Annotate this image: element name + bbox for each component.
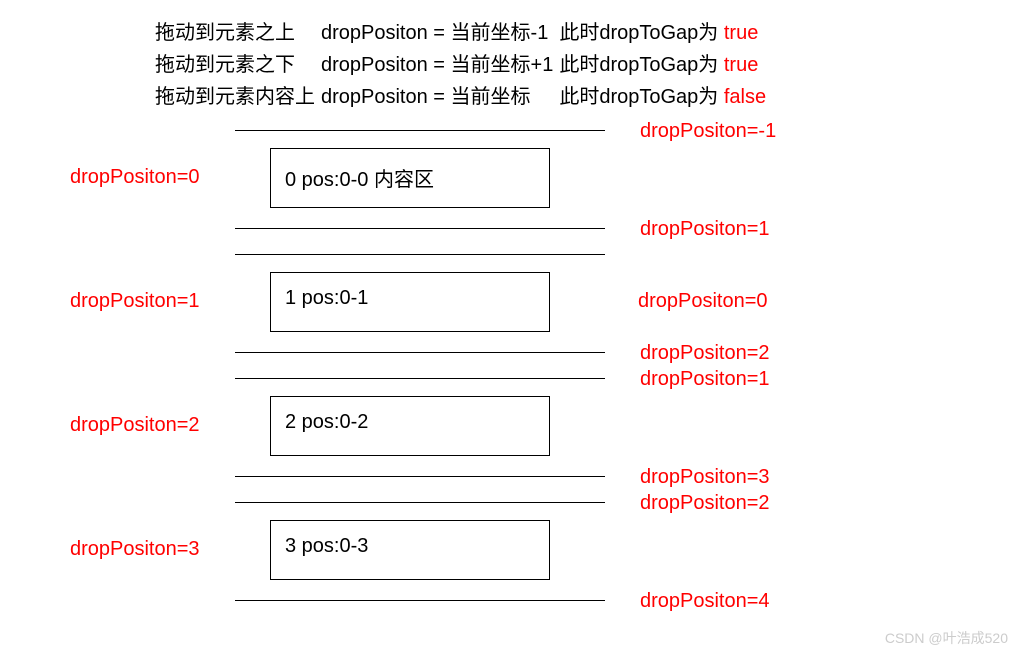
diagram-row: dropPositon=3 3 pos:0-3 dropPositon=2 dr…: [0, 502, 1020, 626]
header-cell: 此时dropToGap为 true: [559, 50, 772, 82]
gap-line-top: [235, 378, 605, 379]
diagram-row: dropPositon=2 2 pos:0-2 dropPositon=1 dr…: [0, 378, 1020, 502]
node-box: 3 pos:0-3: [270, 520, 550, 580]
header-cell: dropPositon = 当前坐标: [321, 82, 559, 114]
header-row: 拖动到元素之上 dropPositon = 当前坐标-1 此时dropToGap…: [155, 18, 772, 50]
gap-line-top: [235, 254, 605, 255]
left-position-label: dropPositon=3: [70, 538, 200, 561]
right-position-label: dropPositon=4: [640, 590, 770, 613]
header-table: 拖动到元素之上 dropPositon = 当前坐标-1 此时dropToGap…: [155, 18, 772, 114]
header-cell: 拖动到元素之上: [155, 18, 321, 50]
gap-line-top: [235, 130, 605, 131]
header-bool: true: [724, 22, 758, 44]
diagram-area: dropPositon=0 0 pos:0-0 内容区 dropPositon=…: [0, 130, 1020, 626]
header-explanation: 拖动到元素之上 dropPositon = 当前坐标-1 此时dropToGap…: [155, 18, 772, 114]
header-cell: 此时dropToGap为 false: [559, 82, 772, 114]
diagram-row: dropPositon=0 0 pos:0-0 内容区 dropPositon=…: [0, 130, 1020, 254]
gap-line-bottom: [235, 476, 605, 477]
gap-line-bottom: [235, 352, 605, 353]
header-cell: dropPositon = 当前坐标-1: [321, 18, 559, 50]
header-cell: 拖动到元素之下: [155, 50, 321, 82]
right-position-label: dropPositon=-1: [640, 120, 776, 143]
node-box: 1 pos:0-1: [270, 272, 550, 332]
right-position-label: dropPositon=2: [640, 342, 770, 365]
gap-line-bottom: [235, 600, 605, 601]
header-cell: 拖动到元素内容上: [155, 82, 321, 114]
header-cell: dropPositon = 当前坐标+1: [321, 50, 559, 82]
node-box: 2 pos:0-2: [270, 396, 550, 456]
header-text: 此时dropToGap为: [559, 22, 718, 44]
watermark-text: CSDN @叶浩成520: [885, 628, 1008, 648]
header-row: 拖动到元素之下 dropPositon = 当前坐标+1 此时dropToGap…: [155, 50, 772, 82]
right-position-label: dropPositon=1: [640, 218, 770, 241]
diagram-row: dropPositon=1 1 pos:0-1 dropPositon=0 dr…: [0, 254, 1020, 378]
left-position-label: dropPositon=2: [70, 414, 200, 437]
header-text: 此时dropToGap为: [559, 54, 718, 76]
node-box: 0 pos:0-0 内容区: [270, 148, 550, 208]
header-bool: true: [724, 54, 758, 76]
left-position-label: dropPositon=1: [70, 290, 200, 313]
header-bool: false: [724, 86, 766, 108]
right-position-label: dropPositon=1: [640, 368, 770, 391]
gap-line-bottom: [235, 228, 605, 229]
right-position-label: dropPositon=3: [640, 466, 770, 489]
header-cell: 此时dropToGap为 true: [559, 18, 772, 50]
gap-line-top: [235, 502, 605, 503]
header-text: 此时dropToGap为: [559, 86, 718, 108]
right-position-label: dropPositon=2: [640, 492, 770, 515]
right-position-label: dropPositon=0: [638, 290, 768, 313]
header-row: 拖动到元素内容上 dropPositon = 当前坐标 此时dropToGap为…: [155, 82, 772, 114]
left-position-label: dropPositon=0: [70, 166, 200, 189]
